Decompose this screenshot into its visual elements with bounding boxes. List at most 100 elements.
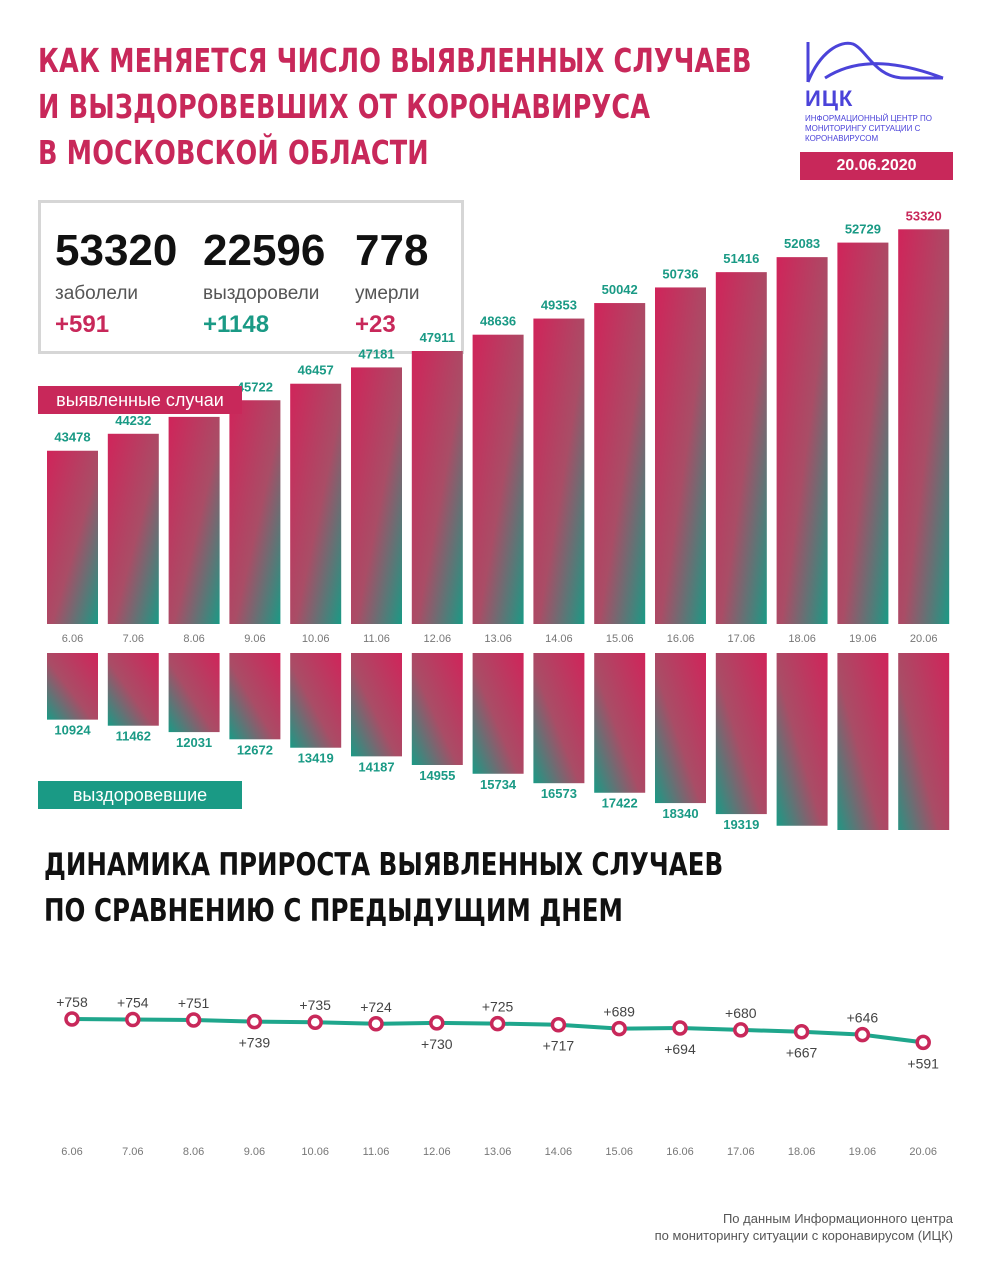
recovered-value-label: 17422: [602, 796, 638, 811]
date-tick-label: 18.06: [788, 633, 816, 645]
cases-bar: [837, 242, 889, 624]
date-tick-label: 11.06: [363, 1146, 390, 1158]
date-tick-label: 13.06: [484, 1146, 512, 1158]
date-tick-label: 15.06: [606, 633, 634, 645]
cases-bar: [776, 257, 828, 624]
recovered-bar: [229, 653, 281, 740]
date-tick-label: 10.06: [302, 633, 330, 645]
cases-bar: [229, 400, 281, 624]
date-tick-label: 19.06: [849, 633, 877, 645]
recovered-bar: [837, 653, 889, 830]
recovered-bar: [898, 653, 950, 830]
recovered-total: 22596: [203, 226, 326, 275]
logo-caption: Информационный центр по мониторингу ситу…: [805, 114, 933, 143]
date-tick-label: 12.06: [423, 1146, 451, 1158]
recovered-section-label: выздоровевшие: [38, 781, 242, 809]
recovered-bar: [107, 653, 159, 726]
increase-value-label: +724: [360, 999, 392, 1015]
increase-point: [246, 1013, 263, 1030]
recovered-value-label: 18340: [662, 806, 698, 821]
recovered-delta: +1148: [203, 311, 270, 338]
increase-value-label: +646: [847, 1010, 879, 1026]
cases-bar: [715, 272, 767, 624]
cases-label: заболели: [55, 283, 139, 304]
itsk-logo: ИЦК Информационный центр по мониторингу …: [805, 38, 955, 143]
logo-wave-icon: [806, 41, 944, 83]
cases-value-label: 48636: [480, 314, 516, 329]
recovered-value-label: 10924: [54, 723, 91, 738]
increase-point: [611, 1020, 627, 1037]
cases-bar: [47, 450, 98, 624]
source-note: По данным Информационного центра по мони…: [655, 1210, 953, 1244]
cases-value-label: 49353: [541, 298, 577, 313]
date-tick-label: 7.06: [123, 633, 144, 645]
date-tick-label: 9.06: [244, 1146, 265, 1158]
date-tick-label: 20.06: [910, 633, 938, 645]
recovered-value-label: 15734: [480, 777, 517, 792]
increase-point: [125, 1011, 141, 1028]
stat-recovered: 22596 выздоровели +1148: [203, 227, 325, 339]
date-tick-label: 15.06: [605, 1146, 633, 1158]
recovered-bar: [168, 653, 220, 733]
recovered-value-label: 20355: [784, 829, 820, 830]
page-title: Как меняется число выявленных случаев и …: [38, 38, 752, 176]
source-line-2: по мониторингу ситуации с коронавирусом …: [654, 1228, 953, 1243]
date-tick-label: 11.06: [363, 633, 390, 645]
increase-value-label: +739: [239, 1035, 271, 1051]
date-tick-label: 7.06: [122, 1146, 143, 1158]
source-line-1: По данным Информационного центра: [722, 1211, 953, 1226]
date-tick-label: 16.06: [667, 633, 695, 645]
increase-value-label: +730: [421, 1036, 453, 1052]
recovered-bar: [533, 653, 585, 784]
date-tick-label: 19.06: [849, 1146, 877, 1158]
recovered-value-label: 16573: [541, 786, 577, 801]
increase-point: [489, 1015, 506, 1032]
recovered-value-label: 14187: [358, 759, 394, 774]
recovered-value-label: 12672: [237, 742, 273, 757]
subtitle-line-1: Динамика прироста выявленных случаев: [44, 847, 724, 883]
increase-point: [672, 1020, 688, 1036]
title-line-2: и выздоровевших от коронавируса: [38, 87, 651, 126]
date-tick-label: 8.06: [183, 1146, 204, 1158]
increase-point: [733, 1022, 749, 1038]
increase-point: [854, 1026, 871, 1043]
recovered-value-label: 14955: [419, 768, 455, 783]
increase-value-label: +751: [178, 995, 210, 1011]
recovered-value-label: 11462: [116, 729, 151, 744]
cases-total: 53320: [55, 226, 178, 275]
cases-value-label: 50736: [662, 266, 698, 281]
recovered-bar: [351, 653, 402, 757]
date-tick-label: 9.06: [244, 633, 265, 645]
recovered-bar: [594, 653, 646, 793]
cases-value-label: 44232: [115, 413, 151, 428]
logo-abbreviation: ИЦК: [805, 86, 854, 111]
recovered-bar: [776, 653, 828, 826]
subtitle-line-2: по сравнению с предыдущим днем: [44, 893, 623, 929]
increase-point: [793, 1023, 810, 1040]
cases-value-label: 52729: [845, 222, 881, 237]
cases-bar: [472, 334, 524, 624]
increase-value-label: +667: [786, 1045, 818, 1061]
increase-value-label: +591: [907, 1055, 939, 1071]
increase-point: [64, 1011, 80, 1027]
recovered-label: выздоровели: [203, 283, 320, 304]
cases-value-label: 53320: [906, 208, 942, 223]
date-tick-label: 6.06: [62, 633, 83, 645]
increase-point: [185, 1012, 202, 1028]
cases-bar: [107, 433, 159, 624]
recovered-bar: [655, 653, 706, 804]
cases-value-label: 43478: [54, 430, 90, 445]
title-line-3: в Московской области: [38, 133, 429, 172]
cases-recovered-bar-chart: 434786.0610924442327.0611462449838.06120…: [47, 208, 950, 830]
increase-point: [429, 1015, 445, 1031]
stat-deaths: 778 умерли +23: [355, 227, 428, 339]
cases-bar: [168, 416, 220, 624]
date-tick-label: 12.06: [424, 633, 452, 645]
increase-point: [307, 1014, 323, 1030]
cases-delta: +591: [55, 311, 110, 338]
date-tick-label: 10.06: [301, 1146, 329, 1158]
date-badge: 20.06.2020: [800, 152, 953, 180]
cases-bar: [533, 318, 585, 624]
stat-cases: 53320 заболели +591: [55, 227, 177, 339]
recovered-bar: [472, 653, 524, 774]
